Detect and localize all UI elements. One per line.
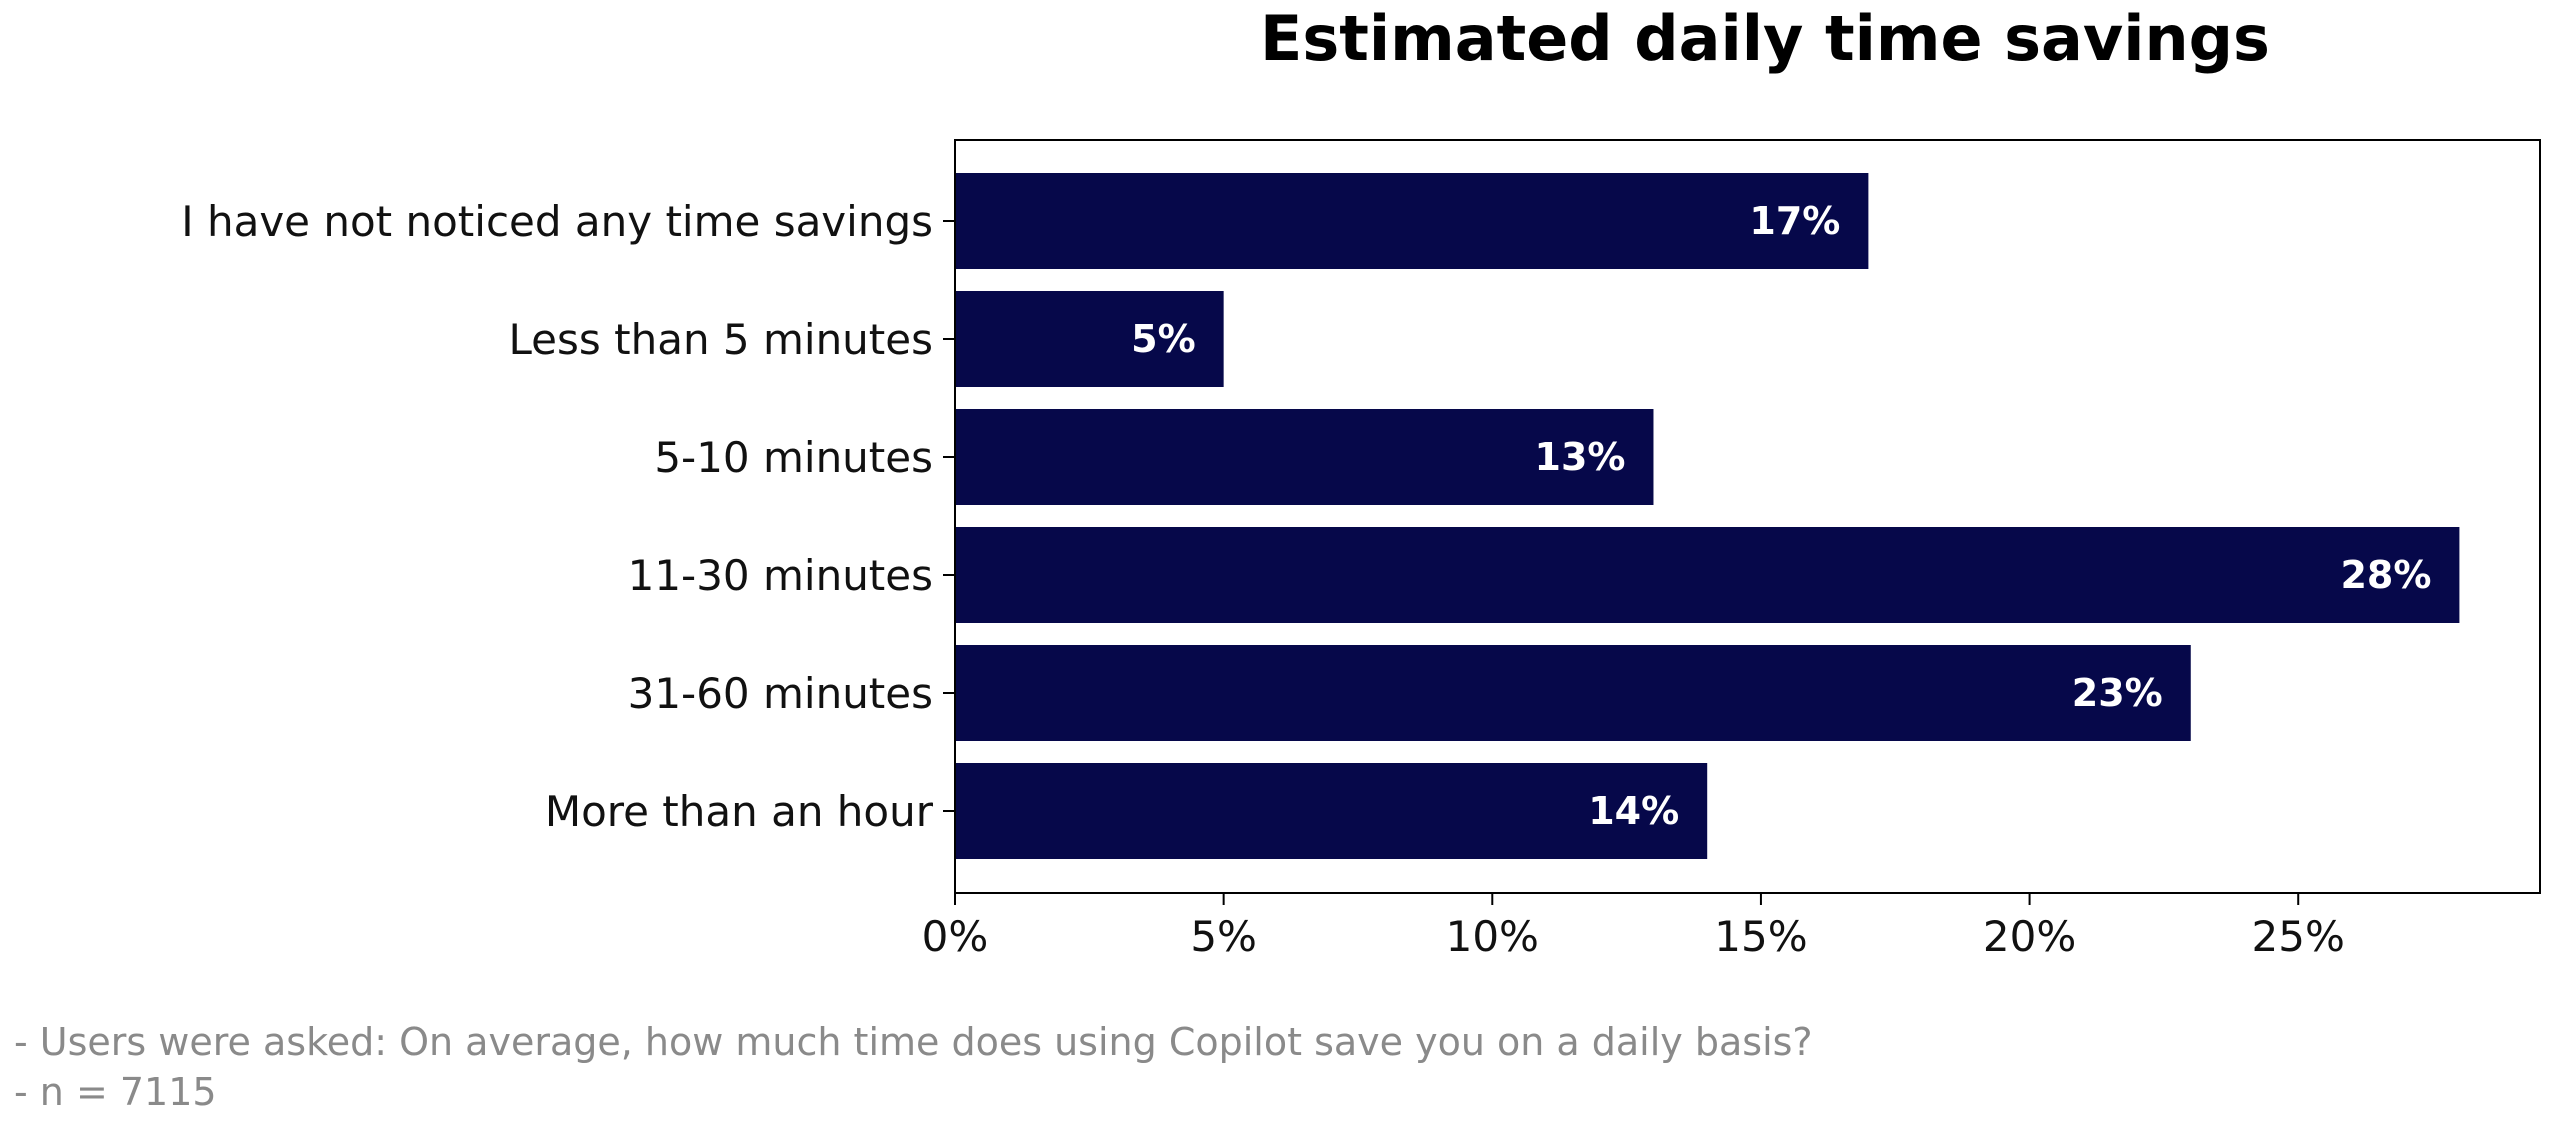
category-label: 5-10 minutes [654, 433, 933, 482]
bar [955, 409, 1654, 505]
data-label: 23% [2072, 671, 2163, 715]
footnote: - n = 7115 [14, 1070, 217, 1114]
data-label: 5% [1131, 317, 1196, 361]
chart-title: Estimated daily time savings [1260, 2, 2270, 75]
category-label: More than an hour [545, 787, 934, 836]
data-label: 13% [1535, 435, 1626, 479]
category-labels-layer: I have not noticed any time savings Less … [181, 197, 955, 836]
bar [955, 173, 1869, 269]
x-tick-label: 20% [1983, 912, 2076, 961]
notes: - Users were asked: On average, how much… [14, 1020, 1813, 1114]
bar [955, 763, 1708, 859]
category-label: Less than 5 minutes [509, 315, 934, 364]
data-label: 28% [2340, 553, 2431, 597]
plot-frame [954, 139, 2541, 894]
x-tick-label: 5% [1190, 912, 1257, 961]
data-label: 14% [1588, 789, 1679, 833]
footnote: - Users were asked: On average, how much… [14, 1020, 1813, 1064]
category-label: 31-60 minutes [628, 669, 933, 718]
bars-layer [955, 173, 2460, 859]
category-label: I have not noticed any time savings [181, 197, 933, 246]
bar [955, 291, 1224, 387]
x-tick-label: 10% [1446, 912, 1539, 961]
x-axis: 0% 5% 10% 15% 20% 25% [922, 893, 2345, 961]
x-tick-label: 25% [2252, 912, 2345, 961]
x-tick-label: 0% [922, 912, 989, 961]
bar [955, 527, 2460, 623]
data-label: 17% [1749, 199, 1840, 243]
bar [955, 645, 2191, 741]
data-labels-layer: 17% 5% 13% 28% 23% 14% [1131, 199, 2431, 833]
category-label: 11-30 minutes [628, 551, 933, 600]
x-tick-label: 15% [1714, 912, 1807, 961]
